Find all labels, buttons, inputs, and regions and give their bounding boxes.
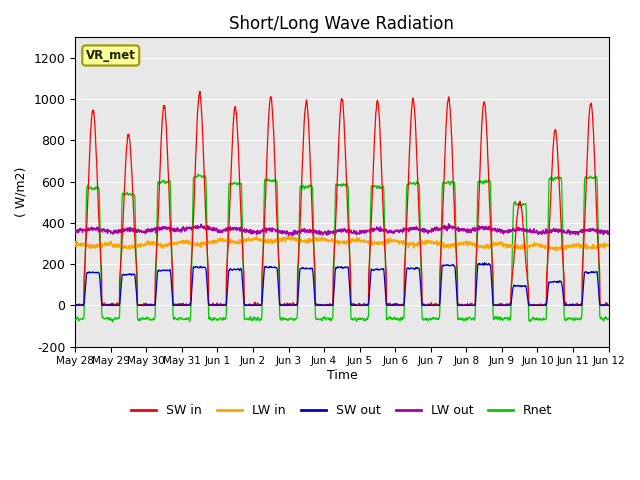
Legend: SW in, LW in, SW out, LW out, Rnet: SW in, LW in, SW out, LW out, Rnet: [126, 399, 557, 422]
Y-axis label: ( W/m2): ( W/m2): [15, 167, 28, 217]
X-axis label: Time: Time: [326, 369, 357, 382]
Text: VR_met: VR_met: [86, 49, 136, 62]
Title: Short/Long Wave Radiation: Short/Long Wave Radiation: [230, 15, 454, 33]
